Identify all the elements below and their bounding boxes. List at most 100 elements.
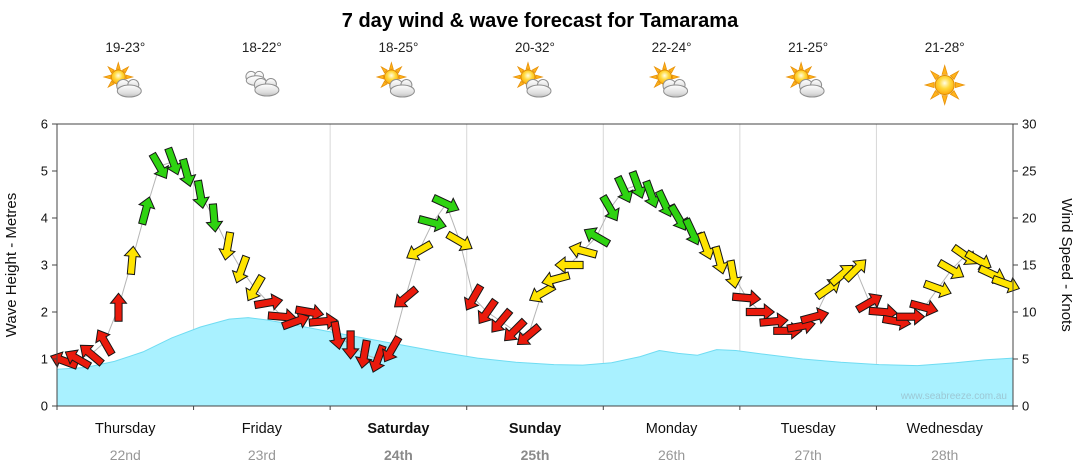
wind-arrow <box>541 271 571 289</box>
wind-arrow <box>599 193 620 222</box>
wind-tick-label: 20 <box>1022 211 1036 226</box>
wind-arrow <box>368 343 387 373</box>
wind-tick-label: 30 <box>1022 117 1036 132</box>
day-label: Friday <box>242 421 283 437</box>
wind-arrow <box>64 349 93 370</box>
wind-arrow <box>328 320 347 351</box>
wind-arrow <box>417 214 447 233</box>
wind-arrow <box>445 230 473 252</box>
wave-tick-label: 6 <box>41 117 48 132</box>
wind-tick-label: 0 <box>1022 399 1029 414</box>
wave-tick-label: 3 <box>41 258 48 273</box>
wind-tick-label: 25 <box>1022 164 1036 179</box>
wind-arrow <box>205 203 224 233</box>
date-label: 26th <box>658 447 685 463</box>
wind-arrow <box>178 157 197 188</box>
wind-arrow <box>137 196 156 226</box>
wave-height-fill <box>57 317 1013 406</box>
weather-icon-cloudy <box>245 70 280 97</box>
wave-tick-label: 4 <box>41 211 48 226</box>
wind-arrow <box>245 273 266 302</box>
wind-arrow <box>382 334 403 363</box>
wind-arrow <box>936 258 965 280</box>
date-label: 22nd <box>110 447 141 463</box>
wind-arrow <box>192 179 210 210</box>
day-label: Wednesday <box>907 421 984 437</box>
wind-axis-label: Wind Speed - Knots <box>1058 198 1075 331</box>
day-label: Tuesday <box>781 421 837 437</box>
wind-arrow <box>218 231 236 261</box>
wind-arrow <box>341 330 360 360</box>
wind-arrow <box>682 217 702 246</box>
wind-tick-label: 15 <box>1022 258 1036 273</box>
date-label: 23rd <box>248 447 276 463</box>
weather-icon-sun-cloud <box>785 61 825 98</box>
wave-tick-label: 2 <box>41 305 48 320</box>
wind-arrow <box>477 297 499 325</box>
wave-axis-label: Wave Height - Metres <box>3 193 20 338</box>
wind-arrow <box>528 282 557 303</box>
wind-arrow <box>922 279 952 299</box>
wind-arrow <box>896 307 926 326</box>
wind-arrow <box>842 259 867 283</box>
wind-arrow <box>554 255 584 275</box>
weather-icon-sunny <box>923 64 966 106</box>
temperature-range: 18-25° <box>378 40 418 55</box>
wind-arrow <box>123 245 142 276</box>
temperature-range: 19-23° <box>105 40 145 55</box>
wind-arrow <box>613 174 634 204</box>
temperature-range: 22-24° <box>652 40 692 55</box>
wind-arrow <box>909 299 939 317</box>
wave-height-edge <box>56 317 1014 370</box>
wind-arrows <box>49 146 1021 373</box>
wind-tick-label: 5 <box>1022 352 1029 367</box>
wave-tick-label: 5 <box>41 164 48 179</box>
wind-arrow <box>854 293 883 314</box>
wind-arrow <box>79 344 105 367</box>
page-title: 7 day wind & wave forecast for Tamarama <box>342 10 739 32</box>
day-label: Thursday <box>95 421 156 437</box>
weather-icon-sun-cloud <box>512 61 552 98</box>
wind-arrow <box>799 307 830 325</box>
date-label: 24th <box>384 447 413 463</box>
axis-ticks: 0 1 2 3 4 5 6 0 5 10 15 20 25 30 <box>41 117 1037 414</box>
wind-arrow <box>109 292 128 322</box>
wind-arrow <box>431 194 460 214</box>
wind-arrow <box>504 317 528 342</box>
wave-height-area <box>56 317 1014 406</box>
wind-arrow <box>95 329 116 357</box>
date-label: 25th <box>521 447 550 463</box>
date-label: 28th <box>931 447 958 463</box>
weather-icon-sun-cloud <box>375 61 415 98</box>
wave-tick-label: 1 <box>41 352 48 367</box>
wind-arrow <box>253 293 284 311</box>
wind-arrow <box>308 312 339 331</box>
wind-arrow <box>667 203 688 231</box>
wind-arrow <box>463 283 485 311</box>
wind-arrow <box>406 240 434 261</box>
wave-tick-label: 0 <box>41 399 48 414</box>
date-label: 27th <box>795 447 822 463</box>
wind-tick-label: 10 <box>1022 305 1036 320</box>
wind-arrow <box>568 241 598 259</box>
wind-arrow <box>516 323 542 346</box>
wind-arrow <box>393 285 420 308</box>
wind-arrow <box>964 249 992 270</box>
temperature-range: 20-32° <box>515 40 555 55</box>
day-headers: 19-23° 18-22° 18-25° 20-32° 22-24° 21-25° 21-2… <box>102 40 966 106</box>
wind-arrow <box>731 289 762 308</box>
wind-arrow <box>354 339 373 369</box>
wind-arrow <box>724 259 743 289</box>
watermark: www.seabreeze.com.au <box>900 391 1007 402</box>
weather-icon-sun-cloud <box>648 61 689 98</box>
wind-arrow <box>491 307 514 333</box>
temperature-range: 18-22° <box>242 40 282 55</box>
wind-arrow <box>49 351 79 370</box>
wind-arrow <box>148 151 169 180</box>
day-label: Sunday <box>509 421 561 437</box>
weather-icon-sun-cloud <box>102 61 142 98</box>
day-labels: Thursday 22nd Friday 23rd Saturday 24th Sunday… <box>95 421 984 463</box>
wind-arrow <box>583 227 612 248</box>
